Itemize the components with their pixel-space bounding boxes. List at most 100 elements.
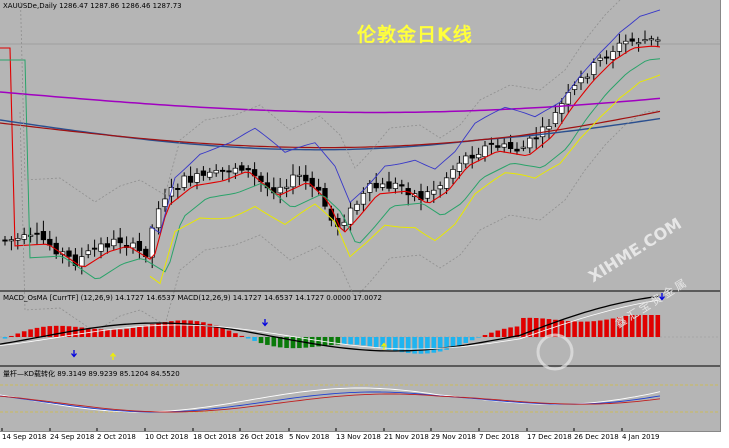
- sell-arrow-icon: [262, 319, 268, 327]
- macd-hist-bar: [316, 337, 321, 347]
- macd-hist-bar: [463, 337, 469, 343]
- chart-canvas[interactable]: [0, 0, 720, 431]
- candle-body: [386, 181, 392, 189]
- macd-hist-bar: [527, 317, 533, 337]
- macd-hist-bar: [162, 322, 168, 337]
- kd-header: 量杆—KD载转化 89.3149 89.9239 85.1204 84.5520: [3, 370, 180, 378]
- macd-hist-bar: [34, 327, 40, 337]
- candle-body: [187, 175, 194, 183]
- macd-hist-bar: [348, 337, 353, 345]
- macd-hist-bar: [175, 320, 181, 337]
- candle-body: [392, 182, 399, 189]
- macd-hist-bar: [405, 337, 411, 354]
- macd-hist-bar: [373, 337, 379, 348]
- macd-hist-bar: [181, 320, 187, 337]
- candle-body: [219, 169, 226, 172]
- candle-body: [40, 231, 47, 241]
- candle-body: [578, 77, 584, 84]
- candle-body: [8, 239, 15, 242]
- macd-hist-bar: [265, 337, 270, 345]
- sell-arrow-icon: [659, 293, 665, 301]
- candle-body: [162, 198, 168, 207]
- macd-hist-bar: [482, 335, 488, 337]
- candle-body: [175, 188, 181, 190]
- candle-body: [130, 242, 136, 249]
- macd-hist-bar: [578, 321, 584, 337]
- candle-body: [463, 155, 469, 165]
- candle-body: [648, 38, 655, 41]
- macd-hist-bar: [149, 324, 155, 337]
- macd-hist-bar: [105, 329, 110, 337]
- candle-body: [456, 162, 463, 172]
- macd-hist-bar: [143, 325, 149, 337]
- macd-hist-bar: [629, 315, 635, 337]
- candle-body: [488, 142, 495, 145]
- macd-hist-bar: [399, 337, 405, 353]
- macd-hist-bar: [188, 320, 193, 337]
- macd-hist-bar: [252, 337, 257, 341]
- macd-hist-bar: [565, 321, 571, 337]
- macd-hist-bar: [367, 337, 373, 347]
- candle-body: [629, 38, 635, 42]
- macd-header: MACD_OsMA [CurrTF] (12,26,9) 14.1727 14.…: [3, 294, 382, 302]
- macd-hist-bar: [47, 326, 53, 337]
- macd-hist-bar: [220, 328, 225, 337]
- candle-body: [347, 207, 354, 225]
- macd-hist-bar: [540, 318, 545, 337]
- x-axis-label: 14 Sep 2018: [2, 433, 47, 441]
- candle-body: [47, 238, 53, 246]
- macd-hist-bar: [130, 327, 136, 337]
- candle-body: [482, 145, 488, 158]
- chart-plot-area[interactable]: XAUUSDe,Daily 1286.47 1287.86 1286.46 12…: [0, 0, 721, 432]
- macd-hist-bar: [546, 319, 552, 337]
- macd-hist-bar: [437, 337, 443, 352]
- macd-hist-bar: [169, 321, 174, 337]
- kd-d-line: [0, 391, 661, 413]
- candle-body: [559, 103, 565, 114]
- candle-body: [200, 170, 207, 176]
- candle-body: [437, 185, 443, 190]
- candle-body: [290, 174, 296, 188]
- macd-hist-bar: [521, 317, 526, 337]
- candle-body: [635, 42, 642, 45]
- macd-hist-bar: [489, 332, 494, 337]
- x-axis-label: 26 Oct 2018: [240, 433, 284, 441]
- candle-body: [533, 137, 539, 140]
- candle-body: [379, 183, 386, 188]
- macd-hist-bar: [117, 329, 123, 337]
- macd-hist-bar: [226, 330, 232, 337]
- candle-body: [2, 239, 8, 242]
- candle-body: [603, 56, 610, 59]
- macd-hist-bar: [457, 337, 462, 346]
- candle-body: [15, 238, 21, 241]
- buy-arrow-icon: [110, 352, 116, 360]
- candle-body: [232, 167, 239, 174]
- macd-hist-bar: [284, 337, 289, 348]
- macd-hist-bar: [258, 337, 264, 344]
- candle-body: [552, 112, 559, 124]
- watermark-logo-icon: [536, 333, 574, 371]
- ma-purple-line: [0, 91, 661, 114]
- candle-body: [354, 203, 360, 211]
- macd-hist-bar: [2, 337, 8, 339]
- buy-arrow-icon: [381, 342, 387, 350]
- candle-body: [527, 137, 533, 149]
- macd-hist-bar: [508, 327, 513, 337]
- x-axis-label: 4 Jan 2019: [622, 433, 660, 441]
- candle-body: [98, 243, 104, 252]
- macd-hist-bar: [60, 325, 65, 337]
- candle-body: [245, 168, 251, 171]
- band-yellow-line: [149, 74, 661, 285]
- candle-body: [315, 186, 322, 191]
- candle-body: [111, 238, 117, 247]
- x-axis-label: 13 Nov 2018: [336, 433, 381, 441]
- macd-hist-bar: [431, 337, 437, 353]
- candle-body: [283, 186, 290, 189]
- macd-hist-bar: [98, 329, 104, 337]
- x-axis-label: 2 Oct 2018: [97, 433, 136, 441]
- macd-hist-bar: [28, 329, 33, 337]
- candle-body: [623, 40, 629, 45]
- candle-body: [399, 184, 405, 187]
- candle-body: [117, 237, 123, 244]
